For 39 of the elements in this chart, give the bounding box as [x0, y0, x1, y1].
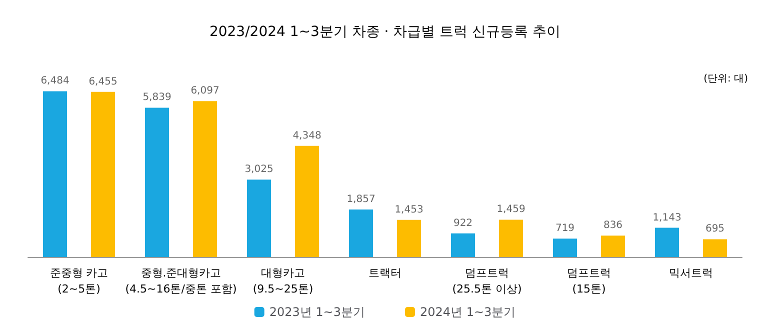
bar: [193, 101, 217, 257]
data-label: 922: [453, 218, 473, 229]
x-tick-label: 덤프트럭 (15톤): [567, 266, 611, 296]
data-label: 4,348: [292, 130, 322, 142]
x-tick-label: 준중형 카고 (2~5톤): [50, 266, 108, 296]
chart-title: 2023/2024 1~3분기 차종 · 차급별 트럭 신규등록 추이: [209, 24, 561, 40]
x-tick-label: 덤프트럭 (25.5톤 이상): [452, 266, 522, 296]
bar: [553, 238, 577, 257]
text: (단위: 대): [704, 74, 748, 84]
bar: [91, 92, 115, 257]
legend-label: 2023년 1~3분기: [269, 305, 366, 319]
data-label: 836: [603, 220, 623, 232]
data-label: 1,143: [652, 212, 682, 224]
data-label: 6,097: [190, 86, 220, 97]
data-label: 695: [705, 224, 725, 235]
data-label: 5,839: [142, 92, 172, 104]
bar: [601, 236, 625, 257]
data-label: 719: [555, 223, 575, 234]
data-label: 6,455: [88, 76, 118, 88]
x-tick-label: 믹서트럭: [669, 266, 713, 280]
x-tick-label: 트랙터: [368, 266, 402, 280]
data-label: 1,453: [394, 204, 424, 216]
x-tick-label: 대형카고 (9.5~25톤): [252, 266, 314, 296]
data-label: 3,025: [244, 164, 274, 176]
bar: [145, 108, 169, 257]
bar: [655, 228, 679, 257]
bar: [349, 210, 373, 257]
bar: [703, 239, 727, 257]
bar: [43, 91, 67, 257]
data-label: 1,459: [496, 204, 526, 216]
bar: [295, 146, 319, 257]
bar: [247, 180, 271, 257]
bar: [397, 220, 421, 257]
data-label: 6,484: [40, 76, 70, 87]
data-label: 1,857: [346, 194, 376, 206]
x-tick-label: 중형.준대형카고 (4.5~16톤/중톤 포함): [125, 266, 237, 296]
bar: [499, 220, 523, 257]
legend-label: 2024년 1~3분기: [420, 305, 516, 319]
bar: [451, 233, 475, 257]
